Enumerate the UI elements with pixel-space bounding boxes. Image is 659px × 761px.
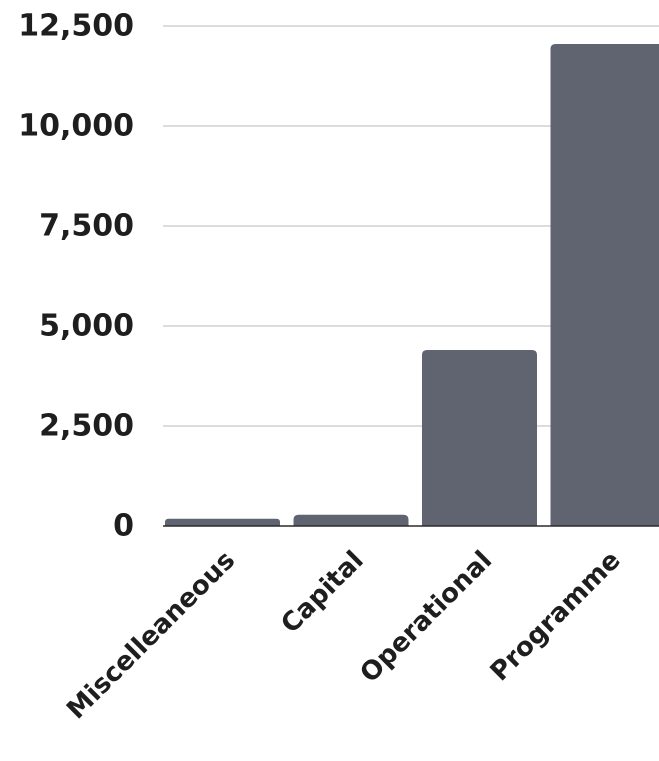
y-tick-label: 5,000	[39, 309, 134, 344]
y-tick-label: 0	[113, 509, 134, 544]
y-axis-tick-labels: 0 2,500 5,000 7,500 10,000 12,500	[18, 9, 134, 544]
x-category-label: Programme	[485, 545, 627, 687]
bar-capital	[293, 514, 409, 526]
x-category-label: Operational	[355, 545, 498, 688]
x-category-label: Capital	[276, 545, 370, 639]
y-tick-label: 7,500	[39, 209, 134, 244]
x-category-label: Miscelleaneous	[61, 545, 241, 725]
bar-miscelleaneous	[165, 518, 280, 526]
bar-operational	[422, 350, 537, 526]
y-tick-label: 2,500	[39, 409, 134, 444]
bars	[165, 44, 659, 526]
y-tick-label: 10,000	[18, 109, 134, 144]
bar-programme	[550, 44, 659, 526]
y-tick-label: 12,500	[18, 9, 134, 44]
x-axis-category-labels: Miscelleaneous CapitalOperationalProgramm…	[61, 545, 626, 725]
